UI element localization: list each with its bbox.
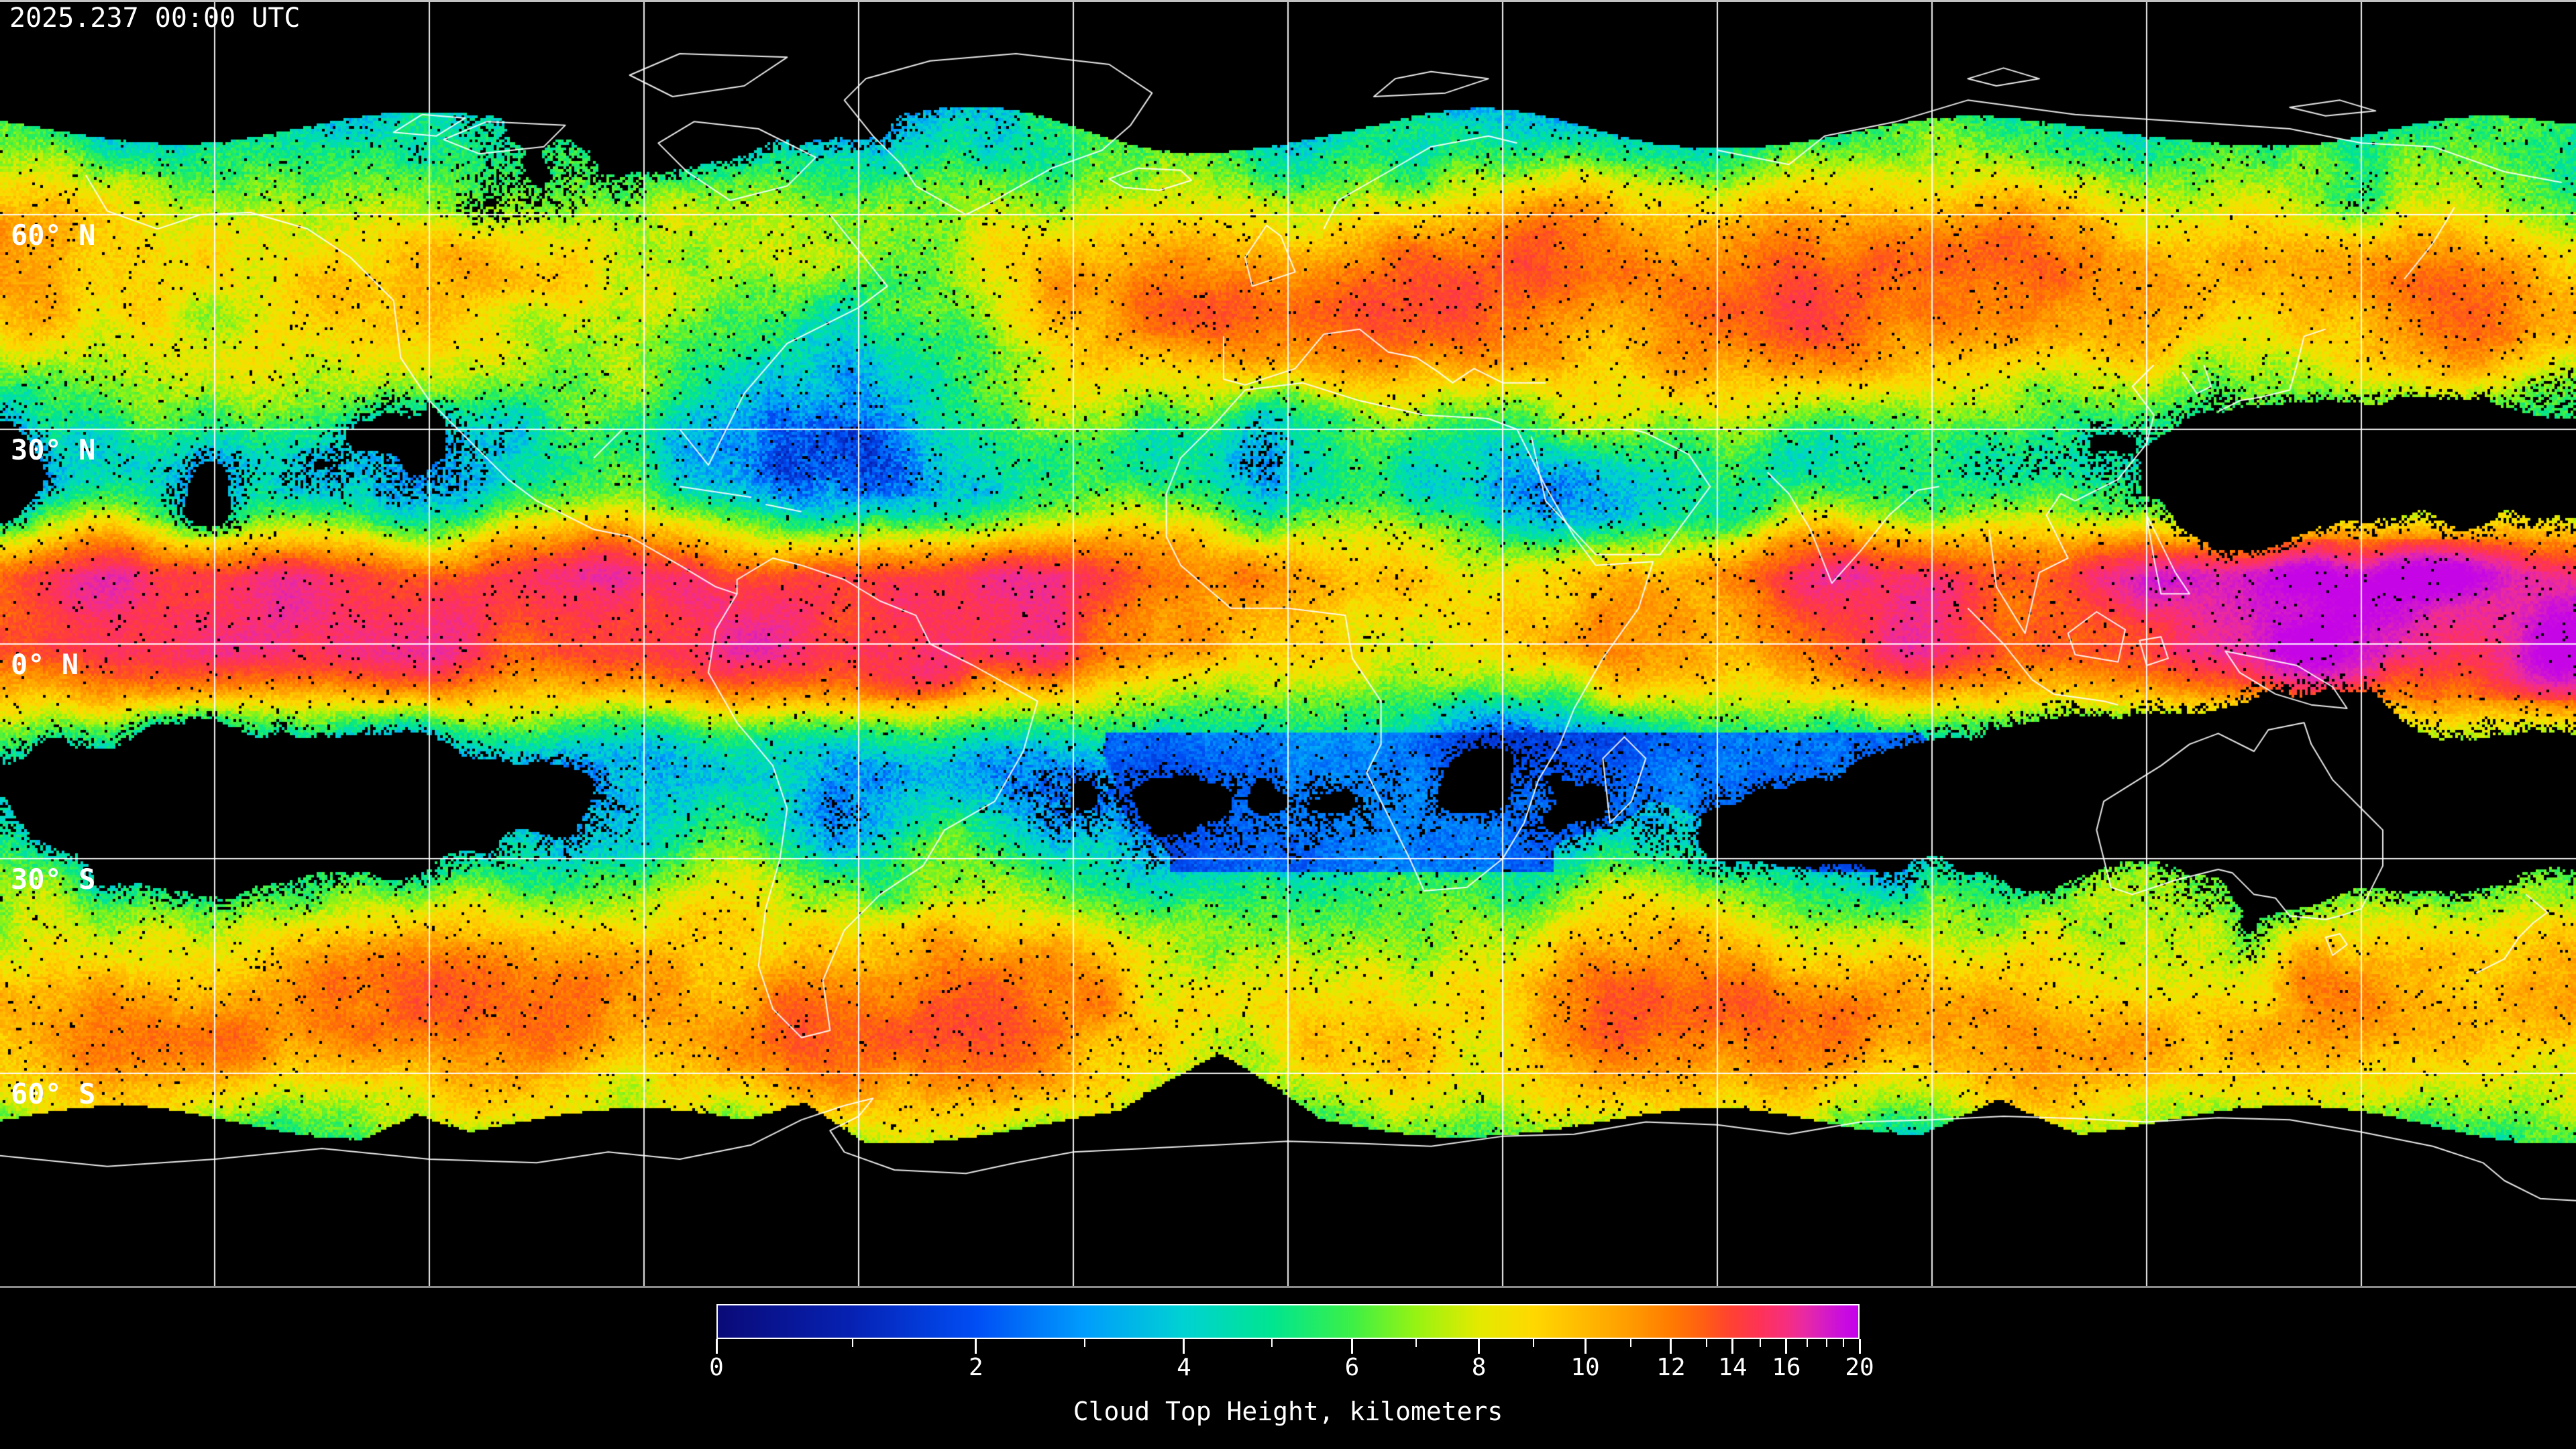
colorbar-minor-tick xyxy=(1083,1339,1085,1347)
lat-label-30n: 30° N xyxy=(11,433,96,466)
colorbar-major-tick xyxy=(1584,1339,1587,1354)
lat-label-60s: 60° S xyxy=(11,1077,96,1110)
colorbar-minor-tick xyxy=(1271,1339,1273,1347)
colorbar-major-tick xyxy=(1350,1339,1353,1354)
colorbar-minor-tick xyxy=(1533,1339,1535,1347)
colorbar-tick-label: 12 xyxy=(1656,1354,1686,1381)
colorbar-gradient xyxy=(716,1304,1860,1339)
colorbar-title: Cloud Top Height, kilometers xyxy=(1073,1397,1503,1426)
colorbar-tick-label: 4 xyxy=(1177,1354,1191,1381)
colorbar-minor-tick xyxy=(1705,1339,1707,1347)
colorbar-tick-label: 16 xyxy=(1772,1354,1801,1381)
map-bottom-border xyxy=(0,1286,2576,1288)
colorbar-major-tick xyxy=(1858,1339,1861,1354)
colorbar-major-tick xyxy=(1670,1339,1672,1354)
map-top-border xyxy=(0,0,2576,2)
colorbar-tick-label: 20 xyxy=(1845,1354,1874,1381)
colorbar-minor-tick xyxy=(1759,1339,1761,1347)
colorbar-tick-label: 6 xyxy=(1344,1354,1360,1381)
colorbar-minor-tick xyxy=(1825,1339,1827,1347)
colorbar-major-tick xyxy=(1183,1339,1185,1354)
colorbar-major-tick xyxy=(975,1339,977,1354)
world-cloud-map-canvas xyxy=(0,0,2576,1288)
colorbar-minor-tick xyxy=(1415,1339,1417,1347)
colorbar-major-tick xyxy=(1785,1339,1788,1354)
colorbar-tick-label: 2 xyxy=(968,1354,983,1381)
colorbar-major-tick xyxy=(1478,1339,1481,1354)
lat-label-30s: 30° S xyxy=(11,863,96,896)
colorbar-minor-tick xyxy=(1630,1339,1632,1347)
timestamp-label: 2025.237 00:00 UTC xyxy=(9,3,301,34)
colorbar-tick-label: 8 xyxy=(1471,1354,1487,1381)
lat-label-0n: 0° N xyxy=(11,648,79,681)
colorbar-tick-label: 14 xyxy=(1718,1354,1748,1381)
colorbar-tick-label: 0 xyxy=(709,1354,724,1381)
lat-label-60n: 60° N xyxy=(11,219,96,252)
colorbar-minor-tick xyxy=(851,1339,853,1347)
colorbar: 0 2 4 6 8 10 12 14 16 20 Cloud Top Height, kilome… xyxy=(709,1304,1874,1449)
colorbar-major-tick xyxy=(1731,1339,1734,1354)
colorbar-tick-label: 10 xyxy=(1570,1354,1600,1381)
colorbar-minor-tick xyxy=(1806,1339,1808,1347)
colorbar-minor-tick xyxy=(1843,1339,1845,1347)
colorbar-major-tick xyxy=(715,1339,718,1354)
